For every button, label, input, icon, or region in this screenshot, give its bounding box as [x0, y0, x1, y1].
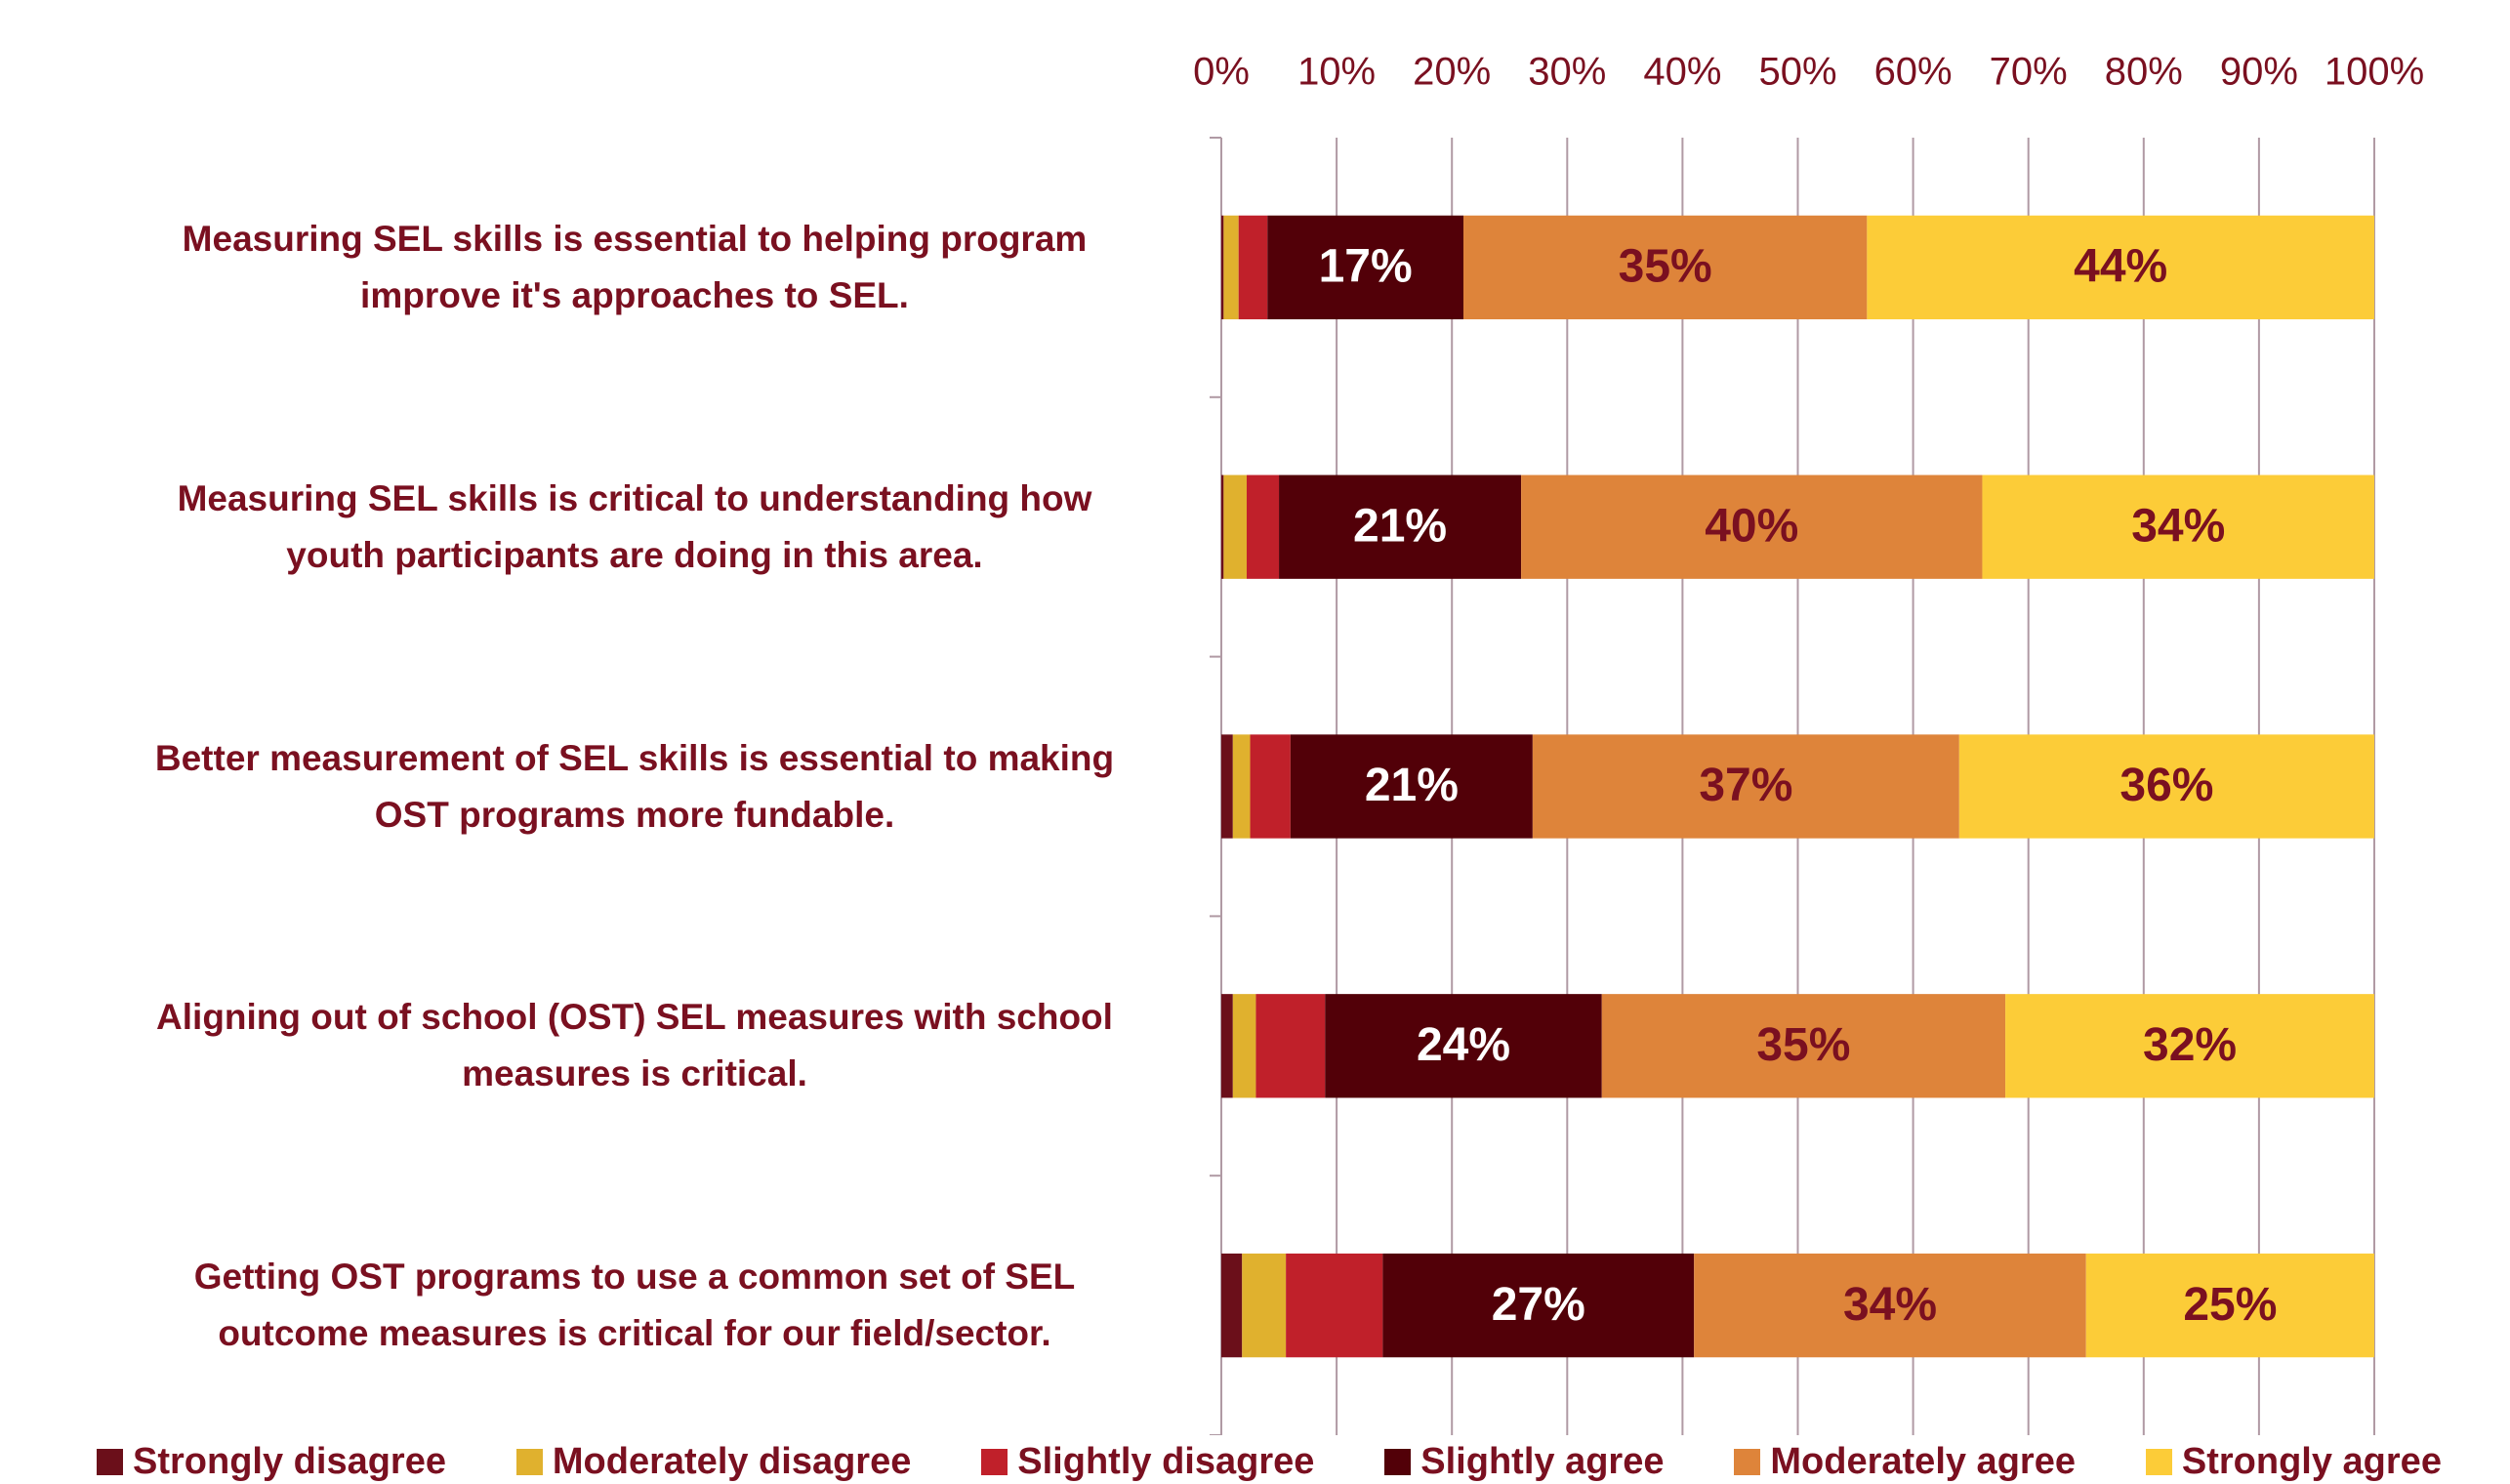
data-label: 25% [2183, 1279, 2277, 1331]
category-label: Aligning out of school (OST) SEL measure… [156, 997, 1113, 1094]
x-tick-label: 0% [1193, 51, 1250, 94]
bar-segment [1221, 1253, 1243, 1358]
legend: Strongly disagree Moderately disagree Slig… [97, 1440, 2442, 1484]
bar-segment [1601, 994, 2006, 1098]
bar-segment [1221, 474, 1224, 579]
bar-segment [2005, 994, 2374, 1098]
x-tick-label: 20% [1413, 51, 1491, 94]
bar-segment [1267, 215, 1464, 320]
data-label: 34% [1843, 1279, 1937, 1331]
bar-segment [1382, 1253, 1695, 1358]
legend-swatch [515, 1449, 543, 1475]
data-label: 24% [1417, 1019, 1510, 1071]
data-label: 37% [1699, 760, 1792, 811]
bar-segment [1279, 474, 1522, 579]
bar-segment [1221, 215, 1224, 320]
bar-segment [1867, 215, 2374, 320]
bar-segment [1521, 474, 1983, 579]
x-tick-label: 80% [2105, 51, 2183, 94]
legend-item: Moderately disagree [515, 1441, 912, 1483]
x-tick-label: 10% [1297, 51, 1376, 94]
bar-segment [1232, 994, 1256, 1098]
bar-segment [1532, 734, 1959, 839]
bar-segment [1246, 474, 1280, 579]
legend-swatch [1734, 1449, 1761, 1475]
chart: 0% 10% 20% 30% 40% 50% 60% 70% 80% 90% 100% 17% 35% 4… [1193, 51, 2424, 1435]
data-label: 32% [2143, 1019, 2237, 1071]
legend-item: Moderately agree [1734, 1441, 2076, 1483]
legend-label: Slightly disagree [1017, 1441, 1315, 1482]
data-label: 34% [2131, 500, 2225, 552]
legend-swatch [97, 1449, 123, 1475]
legend-label: Moderately disagree [552, 1441, 912, 1482]
legend-swatch [1384, 1449, 1412, 1475]
bar-segment [2085, 1253, 2374, 1358]
bar-segment [1982, 474, 2374, 579]
bar-segment [1255, 994, 1326, 1098]
data-label: 40% [1705, 500, 1798, 552]
data-label: 21% [1353, 500, 1447, 552]
legend-item: Strongly disagree [97, 1441, 446, 1483]
x-tick-label: 70% [1990, 51, 2068, 94]
bar-segment [1694, 1253, 2086, 1358]
bar-segment [1290, 734, 1533, 839]
bar-segment [1325, 994, 1602, 1098]
x-tick-label: 30% [1528, 51, 1606, 94]
bar-segment [1463, 215, 1868, 320]
legend-item: Strongly agree [2145, 1441, 2442, 1483]
x-tick-label: 50% [1758, 51, 1836, 94]
bar-segment [1250, 734, 1291, 839]
legend-item: Slightly disagree [981, 1441, 1314, 1483]
legend-label: Strongly disagree [133, 1441, 446, 1482]
x-tick-label: 100% [2325, 51, 2424, 94]
bar-segment [1286, 1253, 1383, 1358]
legend-item: Slightly agree [1384, 1441, 1664, 1483]
legend-swatch [981, 1449, 1008, 1475]
bar-segment [1221, 994, 1233, 1098]
legend-label: Strongly agree [2181, 1441, 2442, 1482]
bar-segment [1223, 215, 1239, 320]
data-label: 35% [1756, 1019, 1850, 1071]
data-label: 27% [1492, 1279, 1585, 1331]
bar-segment [1232, 734, 1251, 839]
data-label: 36% [2119, 760, 2213, 811]
category-label: Measuring SEL skills is essential to hel… [182, 218, 1088, 315]
bar-segment [1242, 1253, 1287, 1358]
bar-segment [1958, 734, 2374, 839]
legend-label: Slightly agree [1420, 1441, 1665, 1482]
category-label: Getting OST programs to use a common set… [193, 1257, 1076, 1354]
data-label: 44% [2074, 241, 2167, 293]
bar-segment [1223, 474, 1247, 579]
category-label: Measuring SEL skills is critical to unde… [177, 477, 1092, 575]
data-label: 17% [1319, 241, 1413, 293]
legend-label: Moderately agree [1770, 1441, 2076, 1482]
x-tick-label: 60% [1874, 51, 1953, 94]
x-tick-label: 90% [2220, 51, 2298, 94]
category-label: Better measurement of SEL skills is esse… [154, 737, 1115, 835]
bar-segment [1238, 215, 1268, 320]
legend-swatch [2145, 1449, 2172, 1475]
data-label: 35% [1619, 241, 1712, 293]
x-tick-label: 40% [1643, 51, 1721, 94]
bar-segment [1221, 734, 1233, 839]
data-label: 21% [1365, 760, 1459, 811]
